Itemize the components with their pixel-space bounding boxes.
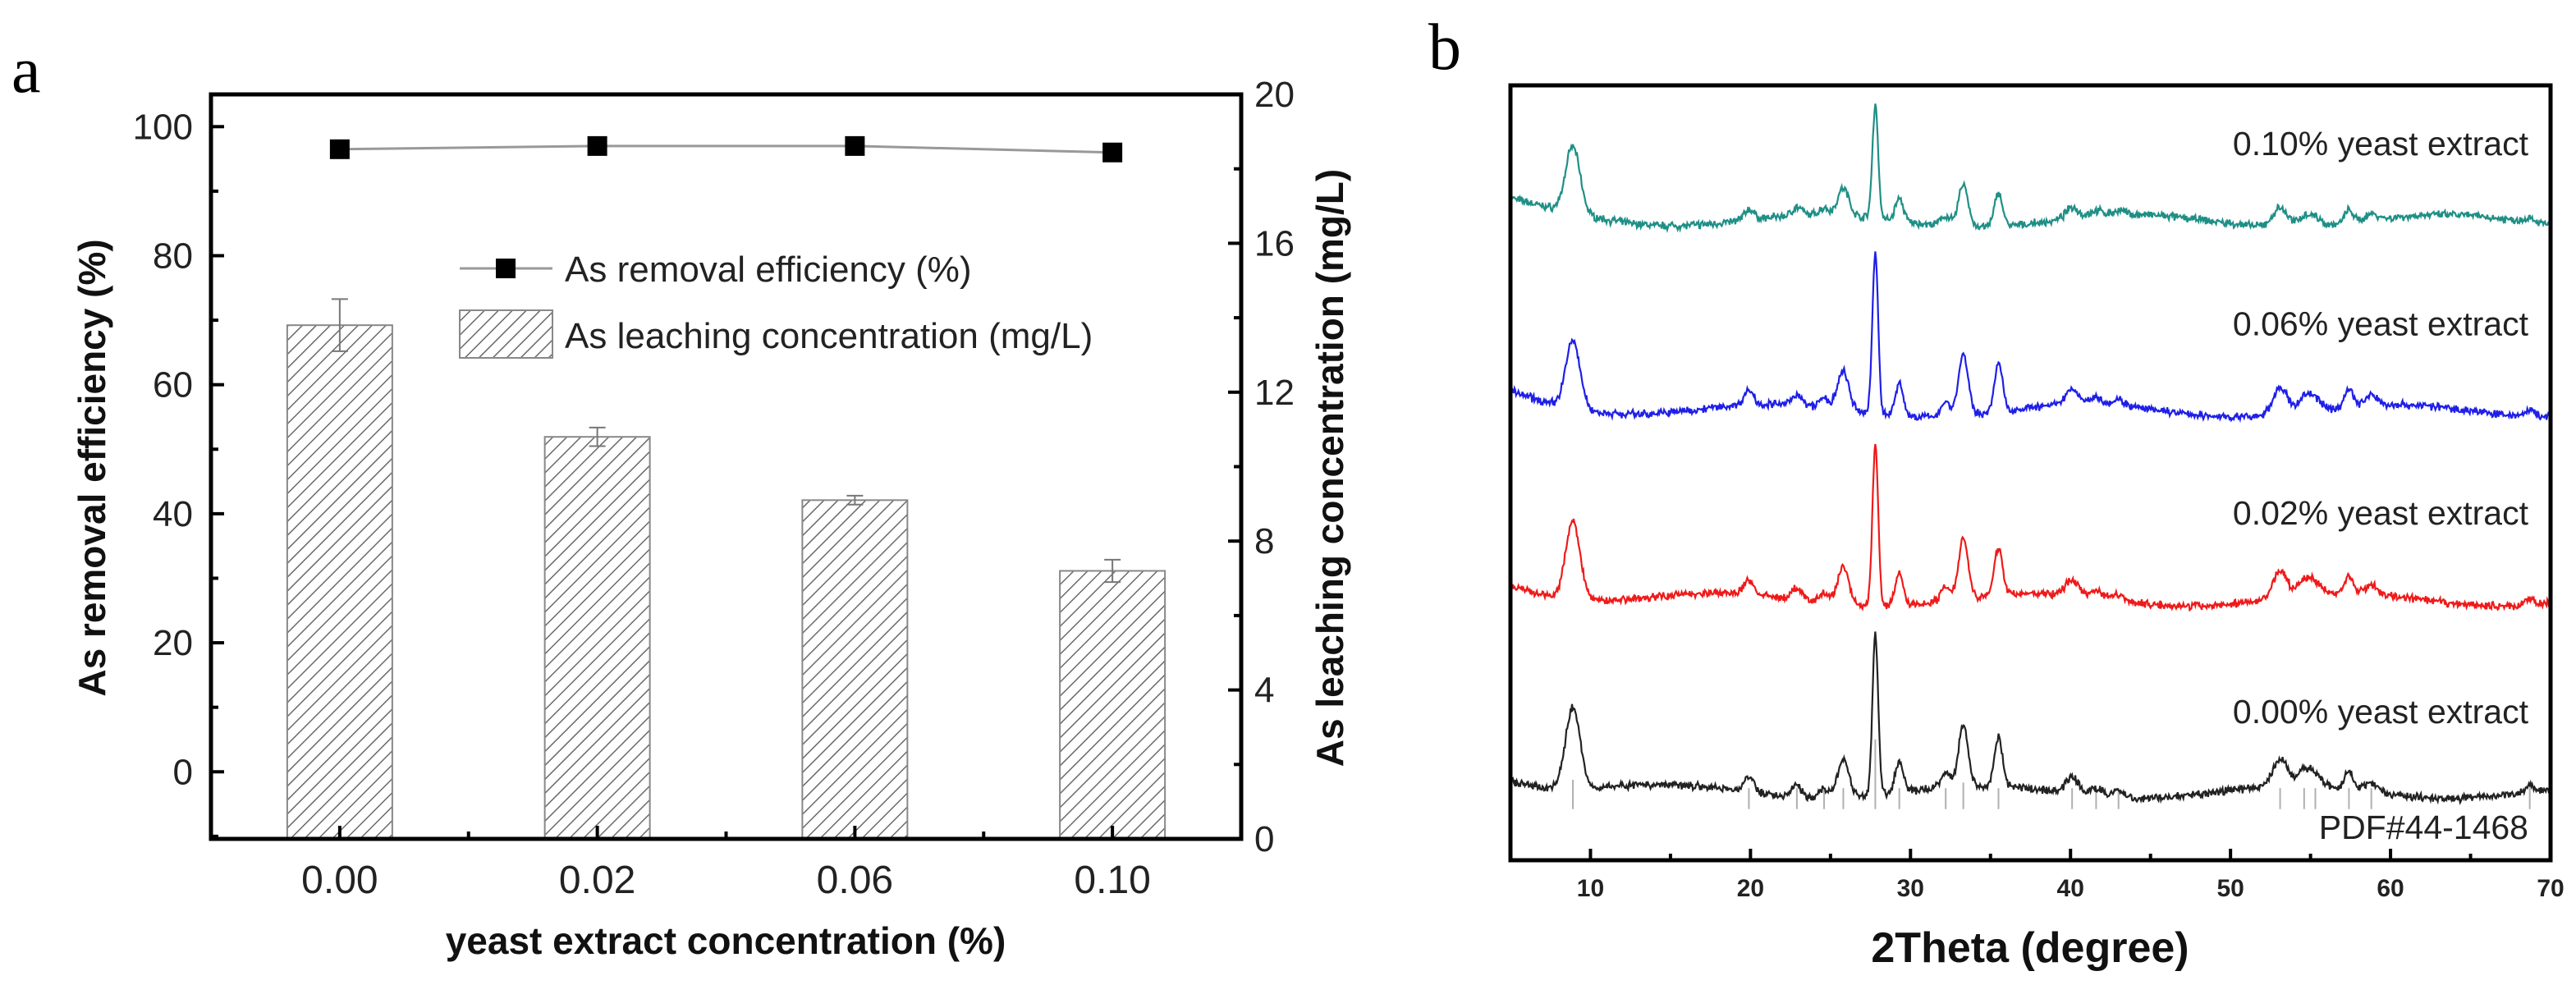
y-tick-label-right: 12 bbox=[1254, 373, 1295, 413]
panel-b: b 0.10% yeast extract 0.06% yeast extract… bbox=[1428, 11, 2565, 972]
legend-label-efficiency: As removal efficiency (%) bbox=[565, 250, 972, 290]
series-label: 0.06% yeast extract bbox=[2233, 305, 2529, 342]
efficiency-point bbox=[1102, 142, 1123, 163]
efficiency-line bbox=[339, 144, 1113, 154]
y-axis-title-left: As removal efficiency (%) bbox=[71, 239, 113, 696]
y-tick-label-right: 16 bbox=[1254, 223, 1295, 263]
x-tick-label-b: 30 bbox=[1897, 875, 1924, 902]
xrd-pattern-line bbox=[1509, 631, 2551, 806]
series-label: 0.02% yeast extract bbox=[2233, 494, 2529, 532]
x-tick-label-b: 20 bbox=[1737, 875, 1764, 902]
y-tick-label-right: 0 bbox=[1254, 819, 1274, 859]
y-tick-label-right: 4 bbox=[1254, 671, 1274, 711]
panel-label-a: a bbox=[11, 34, 41, 107]
bar bbox=[543, 436, 651, 840]
reference-label: PDF#44-1468 bbox=[2319, 809, 2528, 846]
legend-bar-swatch bbox=[459, 309, 553, 359]
bar bbox=[286, 324, 393, 841]
series-label: 0.10% yeast extract bbox=[2233, 125, 2529, 163]
xrd-pattern-line bbox=[1509, 103, 2551, 234]
x-tick-label: 0.02 bbox=[559, 859, 635, 902]
x-tick-label: 0.06 bbox=[817, 859, 893, 902]
y-tick-label-left: 0 bbox=[173, 752, 193, 792]
legend-marker-swatch bbox=[496, 259, 516, 278]
y-axis-title-right: As leaching concentration (mg/L) bbox=[1309, 169, 1351, 767]
efficiency-point bbox=[587, 135, 607, 156]
x-tick-label: 0.10 bbox=[1074, 859, 1150, 902]
efficiency-point bbox=[329, 139, 350, 159]
x-tick-label-b: 10 bbox=[1577, 875, 1604, 902]
xrd-pattern-line bbox=[1510, 443, 2552, 612]
efficiency-point bbox=[845, 135, 865, 156]
x-tick-label-b: 60 bbox=[2377, 875, 2404, 902]
y-tick-label-right: 8 bbox=[1254, 521, 1274, 561]
y-tick-label-left: 20 bbox=[153, 623, 193, 663]
legend-a: As removal efficiency (%) As leaching co… bbox=[459, 250, 1093, 359]
bar bbox=[801, 499, 909, 840]
x-tick-label-b: 50 bbox=[2216, 875, 2244, 902]
x-tick-label-b: 70 bbox=[2537, 875, 2564, 902]
x-axis-title-b: 2Theta (degree) bbox=[1871, 924, 2189, 972]
x-tick-label-b: 40 bbox=[2057, 875, 2084, 902]
plot-frame-b bbox=[1508, 83, 2553, 863]
xrd-pattern-line bbox=[1510, 251, 2551, 424]
y-tick-label-left: 100 bbox=[133, 107, 193, 147]
panel-label-b: b bbox=[1428, 11, 1461, 84]
series-label: 0.00% yeast extract bbox=[2233, 693, 2529, 731]
x-tick-label: 0.00 bbox=[301, 859, 378, 902]
y-tick-label-left: 80 bbox=[153, 236, 193, 276]
y-tick-label-right: 20 bbox=[1254, 75, 1295, 115]
bar bbox=[1059, 570, 1167, 840]
y-tick-label-left: 40 bbox=[153, 494, 193, 534]
legend-label-leaching: As leaching concentration (mg/L) bbox=[565, 316, 1093, 356]
x-axis-title-a: yeast extract concentration (%) bbox=[446, 919, 1006, 962]
y-tick-label-left: 60 bbox=[153, 365, 193, 405]
